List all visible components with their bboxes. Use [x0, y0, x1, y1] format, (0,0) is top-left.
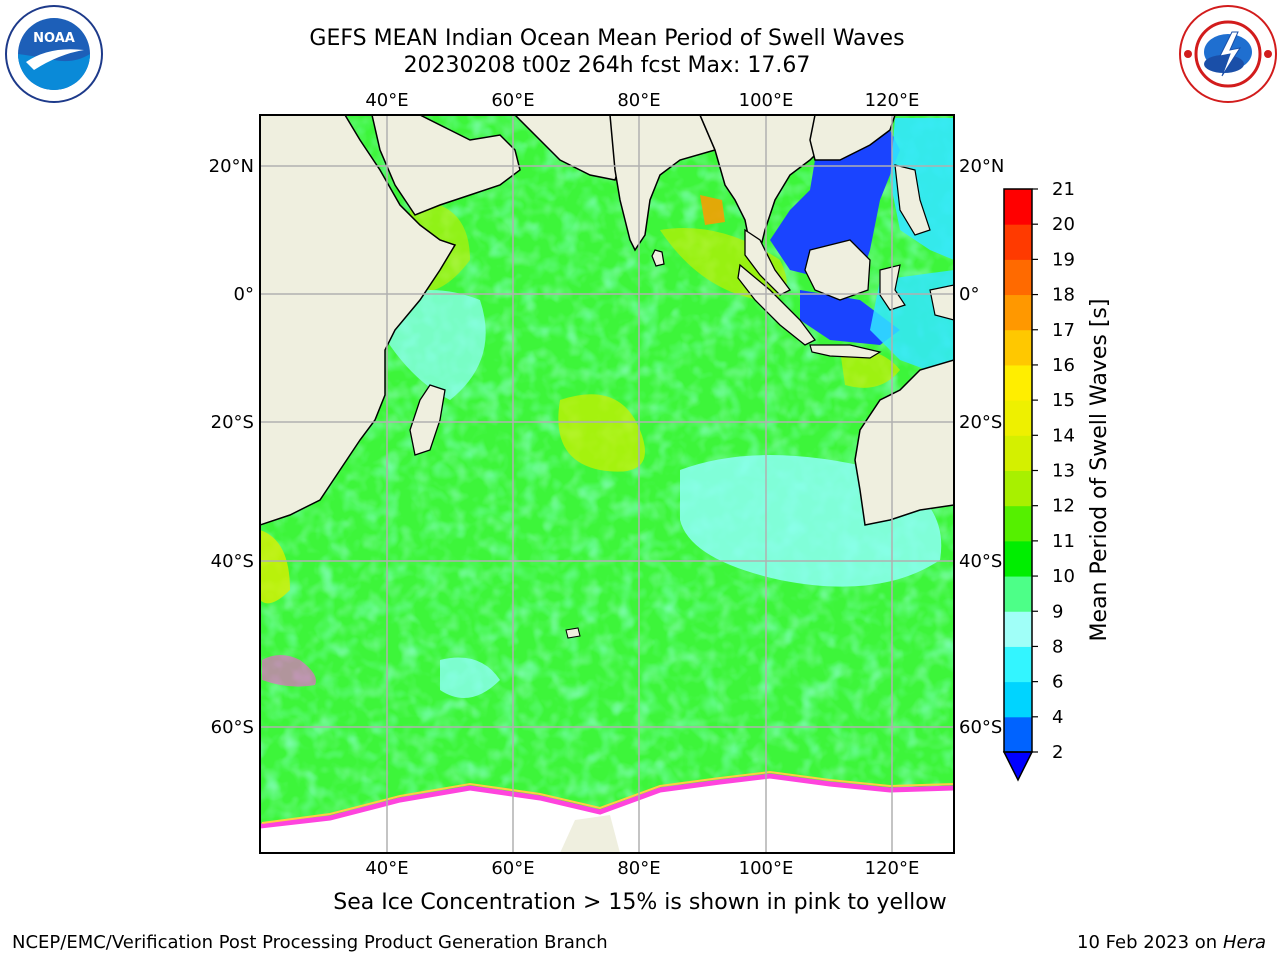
madagascar-land	[409, 384, 446, 456]
colorbar-tick-label: 18	[1052, 285, 1075, 306]
sea-ice-edge	[260, 773, 954, 829]
swell-patch-yellow	[260, 530, 290, 604]
colorbar-segment	[1004, 681, 1032, 718]
map-subtitle: 20230208 t00z 264h fcst Max: 17.67	[403, 53, 811, 78]
colorbar-segment	[1004, 505, 1032, 542]
sri-lanka-land	[651, 249, 665, 267]
swell-patch-yellow	[558, 394, 645, 472]
colorbar-extend-min	[1002, 751, 1034, 782]
lat-label-right: 60°S	[959, 717, 1002, 738]
swell-patch-blue-south-china-sea	[770, 130, 900, 280]
colorbar-segment	[1004, 716, 1032, 753]
lon-label-bottom: 80°E	[617, 858, 660, 879]
map-frame	[259, 114, 955, 854]
colorbar-tick-label: 11	[1052, 531, 1075, 552]
lon-label-top: 100°E	[739, 90, 794, 111]
lat-label-right: 40°S	[959, 551, 1002, 572]
lat-label-left: 0°	[234, 284, 254, 305]
colorbar-tick-label: 8	[1052, 636, 1063, 657]
credit-host: Hera	[1222, 932, 1266, 953]
arabian-peninsula-land	[371, 115, 521, 216]
colorbar-tick-label: 10	[1052, 566, 1075, 587]
colorbar-segment	[1004, 259, 1032, 296]
swell-patch-cyan	[380, 290, 486, 400]
antarctica-land	[560, 815, 620, 853]
colorbar-segment	[1004, 400, 1032, 436]
colorbar-tick-label: 14	[1052, 425, 1075, 446]
swell-patch-yellow	[840, 349, 900, 388]
lat-label-left: 60°S	[211, 717, 254, 738]
map-title: GEFS MEAN Indian Ocean Mean Period of Sw…	[309, 26, 905, 51]
china-land	[809, 115, 896, 161]
lon-label-top: 80°E	[617, 90, 660, 111]
lon-label-top: 120°E	[865, 90, 920, 111]
australia-land	[854, 359, 954, 526]
colorbar-tick-label: 4	[1052, 707, 1063, 728]
colorbar-segment	[1004, 224, 1032, 260]
lon-label-bottom: 40°E	[365, 858, 408, 879]
java-land	[809, 344, 882, 359]
colorbar-tick-label: 9	[1052, 601, 1063, 622]
philippines-land	[894, 164, 931, 236]
swell-patch-cyan	[440, 657, 500, 698]
lat-label-left: 20°S	[211, 412, 254, 433]
sea-ice-edge	[261, 770, 954, 824]
lat-label-right: 20°N	[959, 156, 1004, 177]
swell-patch-orange	[700, 195, 725, 225]
colorbar-tick-label: 2	[1052, 742, 1063, 763]
colorbar-segment	[1004, 576, 1032, 612]
borneo-land	[804, 239, 871, 301]
lon-label-top: 40°E	[365, 90, 408, 111]
lon-label-bottom: 120°E	[865, 858, 920, 879]
colorbar-segment	[1004, 329, 1032, 366]
colorbar-tick-label: 13	[1052, 461, 1075, 482]
noaa-logo-icon: NOAA	[5, 5, 103, 103]
sea-ice-note: Sea Ice Concentration > 15% is shown in …	[333, 890, 947, 915]
colorbar-segment	[1004, 540, 1032, 577]
credit-date: 10 Feb 2023 on Hera	[1077, 932, 1266, 953]
lat-label-right: 20°S	[959, 412, 1002, 433]
colorbar-tick-label: 21	[1052, 179, 1075, 200]
graticule	[260, 115, 954, 853]
colorbar-segment	[1004, 470, 1032, 507]
lat-label-right: 0°	[959, 284, 979, 305]
lat-label-left: 40°S	[211, 551, 254, 572]
colorbar-label: Mean Period of Swell Waves [s]	[1087, 299, 1112, 642]
credit-organization: NCEP/EMC/Verification Post Processing Pr…	[12, 932, 608, 953]
colorbar-segment	[1004, 646, 1032, 683]
colorbar-tick-label: 6	[1052, 672, 1063, 693]
colorbar-segment	[1004, 611, 1032, 647]
colorbar-tick-label: 20	[1052, 214, 1075, 235]
colorbar-segment	[1004, 364, 1032, 401]
colorbar-tick-label: 19	[1052, 249, 1075, 270]
swell-patch-cyan-pacific	[890, 118, 954, 260]
lon-label-bottom: 60°E	[491, 858, 534, 879]
colorbar-tick-label: 17	[1052, 320, 1075, 341]
sea-ice-patch	[262, 655, 316, 687]
sumatra-land	[737, 263, 816, 346]
colorbar: 2 4 6 8 9 10 11 12 13 14 15 16 17 18 19 20 21	[1002, 179, 1075, 782]
kerguelen-island	[565, 627, 581, 639]
colorbar-segment	[1004, 435, 1032, 471]
lon-label-top: 60°E	[491, 90, 534, 111]
colorbar-tick-label: 16	[1052, 355, 1075, 376]
colorbar-segment	[1004, 294, 1032, 331]
lon-label-bottom: 100°E	[739, 858, 794, 879]
noaa-logo-text: NOAA	[33, 31, 75, 46]
colorbar-segment	[1004, 189, 1032, 225]
nws-logo-icon	[1179, 5, 1277, 103]
malay-peninsula-land	[744, 228, 791, 296]
colorbar-tick-label: 12	[1052, 496, 1075, 517]
colorbar-tick-label: 15	[1052, 390, 1075, 411]
lat-label-left: 20°N	[209, 156, 254, 177]
credit-date-text: 10 Feb 2023 on	[1077, 932, 1218, 953]
